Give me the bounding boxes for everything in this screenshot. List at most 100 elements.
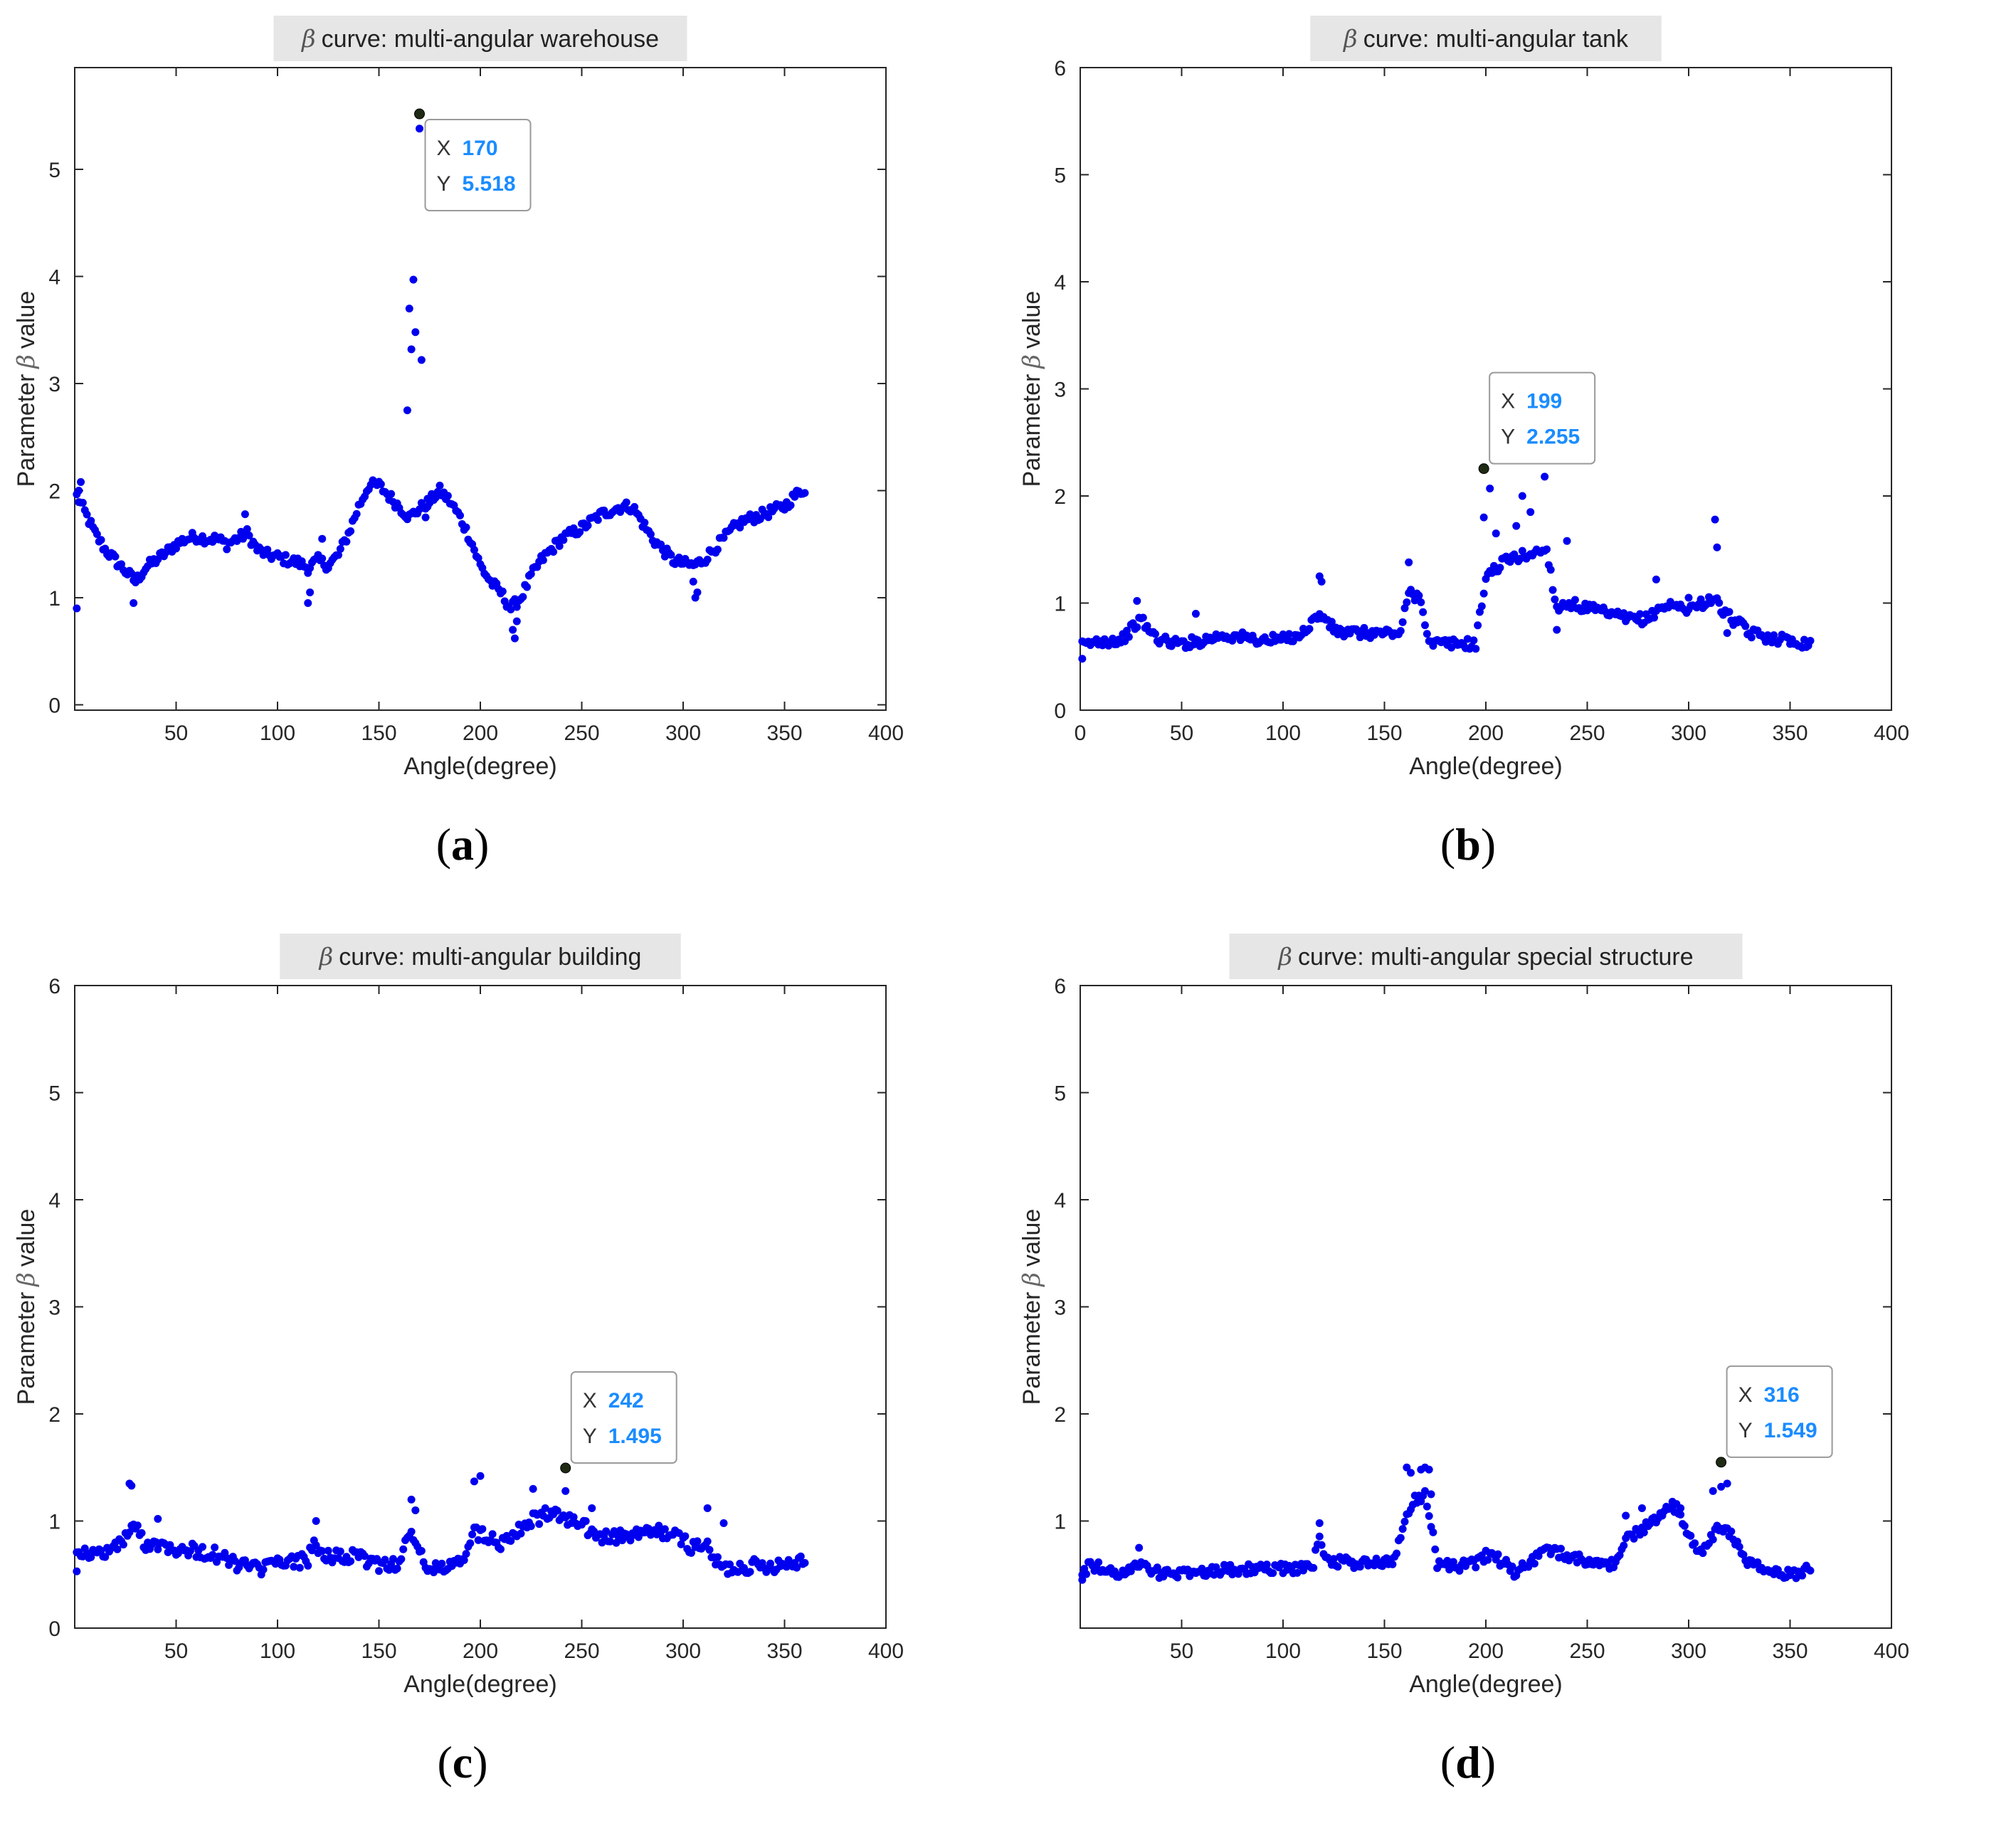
data-point	[407, 1527, 416, 1536]
data-point	[154, 1514, 162, 1523]
data-point	[334, 551, 342, 559]
data-point	[73, 604, 81, 613]
data-point	[622, 498, 630, 507]
data-point	[336, 544, 344, 553]
data-point	[498, 587, 507, 596]
y-tick-label: 1	[48, 1511, 60, 1534]
data-point	[1400, 1517, 1409, 1526]
data-point	[703, 555, 712, 564]
y-tick-label: 4	[48, 1189, 60, 1213]
data-point	[462, 523, 470, 532]
data-point	[199, 1543, 207, 1551]
datatip-x-value: 242	[608, 1389, 644, 1412]
data-point	[1124, 633, 1133, 641]
y-axis-label: Parameter β value	[12, 1209, 41, 1405]
data-point	[154, 1545, 162, 1553]
caption-b: (b)	[1361, 818, 1575, 871]
data-point	[1543, 545, 1551, 554]
data-point	[509, 625, 517, 634]
x-tick-label: 100	[260, 1639, 295, 1663]
data-point	[1269, 1569, 1277, 1578]
data-point	[1637, 1504, 1646, 1512]
y-label-suffix: value	[13, 291, 40, 349]
data-point	[87, 517, 95, 525]
data-point	[746, 1568, 754, 1576]
y-label-prefix: Parameter	[1018, 374, 1045, 487]
data-point	[376, 480, 385, 488]
y-label-beta-symbol: β	[12, 1272, 41, 1288]
data-point	[1403, 1463, 1411, 1472]
datatip-y-label: Y	[437, 172, 451, 196]
y-tick-label: 6	[1054, 57, 1066, 80]
data-point	[468, 1530, 477, 1538]
data-point	[539, 556, 547, 564]
data-series	[73, 1472, 809, 1579]
caption-close: )	[473, 1737, 488, 1787]
data-point	[411, 1506, 420, 1514]
data-point	[1173, 1573, 1182, 1582]
data-point	[127, 1482, 136, 1490]
y-axis-label: Parameter β value	[1018, 1209, 1046, 1405]
y-tick-label: 3	[48, 373, 60, 396]
y-tick-label: 2	[48, 480, 60, 503]
data-point	[417, 356, 426, 364]
data-point	[626, 1536, 635, 1545]
data-point	[675, 554, 683, 562]
data-point	[87, 1553, 95, 1561]
data-point	[416, 125, 423, 133]
data-point	[243, 525, 251, 534]
data-point	[1305, 625, 1314, 633]
y-tick-label: 1	[1054, 593, 1066, 616]
data-point	[423, 502, 432, 511]
y-tick-label: 0	[1054, 699, 1066, 723]
x-tick-label: 400	[1874, 722, 1909, 745]
data-point	[1378, 1562, 1387, 1570]
datatip: X 170 Y 5.518	[414, 108, 532, 212]
data-point	[474, 554, 482, 562]
y-axis-label: Parameter β value	[1018, 291, 1046, 487]
data-point	[549, 547, 558, 556]
data-point	[1123, 626, 1131, 635]
data-point	[403, 406, 411, 415]
data-point	[1677, 1504, 1685, 1512]
data-point	[529, 1484, 537, 1493]
datatip-y-value: 5.518	[463, 172, 516, 196]
x-tick-label: 100	[260, 722, 295, 745]
x-tick-label: 50	[1170, 1639, 1193, 1663]
data-point	[1496, 564, 1504, 572]
data-point	[1699, 1549, 1707, 1558]
data-point	[421, 513, 430, 522]
data-point	[796, 1552, 805, 1561]
y-label-beta-symbol: β	[12, 354, 41, 370]
data-point	[389, 1555, 397, 1563]
data-point	[1403, 598, 1411, 606]
data-point	[1299, 1566, 1307, 1575]
x-tick-label: 200	[463, 1639, 498, 1663]
x-tick-label: 300	[665, 1639, 701, 1663]
data-point	[646, 530, 655, 539]
title-text: β curve: multi-angular warehouse	[300, 25, 659, 53]
datatip-x-label: X	[1738, 1383, 1753, 1407]
x-tick-label: 200	[1468, 722, 1504, 745]
data-point	[1723, 629, 1731, 638]
data-point	[657, 540, 665, 549]
data-point	[584, 521, 592, 529]
data-point	[1546, 566, 1555, 574]
data-point	[1405, 558, 1413, 566]
data-point	[1447, 643, 1456, 652]
y-tick-label: 5	[48, 1082, 60, 1106]
data-point	[1425, 1465, 1433, 1474]
y-label-prefix: Parameter	[1018, 1292, 1045, 1405]
data-point	[137, 1528, 146, 1537]
data-point	[304, 1561, 312, 1570]
data-point	[405, 305, 413, 313]
datatip: X 242 Y 1.495	[560, 1371, 677, 1474]
data-point	[1739, 1551, 1748, 1559]
data-point	[1159, 1573, 1168, 1581]
datatip-x-label: X	[1501, 390, 1515, 413]
x-tick-label: 100	[1265, 1639, 1301, 1663]
caption-open: (	[1440, 819, 1456, 870]
data-point	[466, 1539, 475, 1548]
panel-b: β curve: multi-angular tank 0 50 100 150 200 25…	[1006, 0, 2016, 925]
